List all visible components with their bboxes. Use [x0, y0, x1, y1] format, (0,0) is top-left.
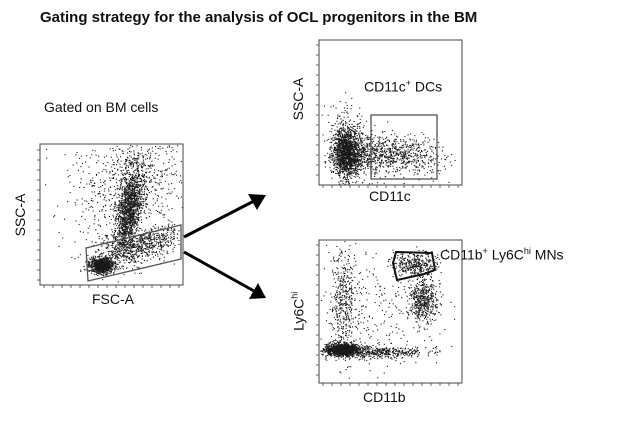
plot-bottom-right: [316, 239, 463, 386]
plot-left-events: [45, 145, 183, 283]
arrows: [183, 194, 266, 299]
plot-top-right: [316, 39, 463, 188]
plot-left-ylabel: SSC-A: [12, 193, 28, 237]
plot-left-ticks: [37, 149, 180, 288]
plot-bottom-right-frame: [318, 239, 463, 384]
plot-top-right-frame: [318, 39, 463, 186]
plot-top-right-events: [321, 92, 456, 185]
arrow-to-top-right: [183, 199, 255, 239]
gated-on-label: Gated on BM cells: [44, 99, 159, 115]
plot-bottom-right-xlabel: CD11b: [363, 389, 406, 405]
plot-left-gate: [85, 224, 182, 282]
plot-bottom-right-gate: [391, 250, 437, 282]
plot-top-right-ylabel: SSC-A: [290, 77, 306, 121]
plot-bottom-right-ylabel: Ly6Chi: [289, 291, 307, 331]
plot-left-frame: [39, 143, 184, 286]
plot-left-xlabel: FSC-A: [92, 291, 134, 307]
figure-title: Gating strategy for the analysis of OCL …: [40, 9, 478, 26]
plot-top-right-gate-label: CD11c+ DCs: [364, 78, 443, 95]
plot-top-right-ticks: [316, 44, 459, 188]
plot-left: [37, 143, 184, 288]
plot-bottom-right-gate-label: CD11b+ Ly6Chi MNs: [440, 246, 564, 263]
plot-top-right-gate: [370, 114, 438, 180]
plot-bottom-right-events: [320, 241, 456, 379]
plot-top-right-xlabel: CD11c: [369, 188, 411, 204]
plot-bottom-right-ticks: [316, 244, 459, 386]
arrow-to-bottom-right: [183, 250, 255, 293]
arrow-to-top-right-head: [248, 194, 266, 210]
arrow-to-bottom-right-head: [249, 283, 266, 299]
